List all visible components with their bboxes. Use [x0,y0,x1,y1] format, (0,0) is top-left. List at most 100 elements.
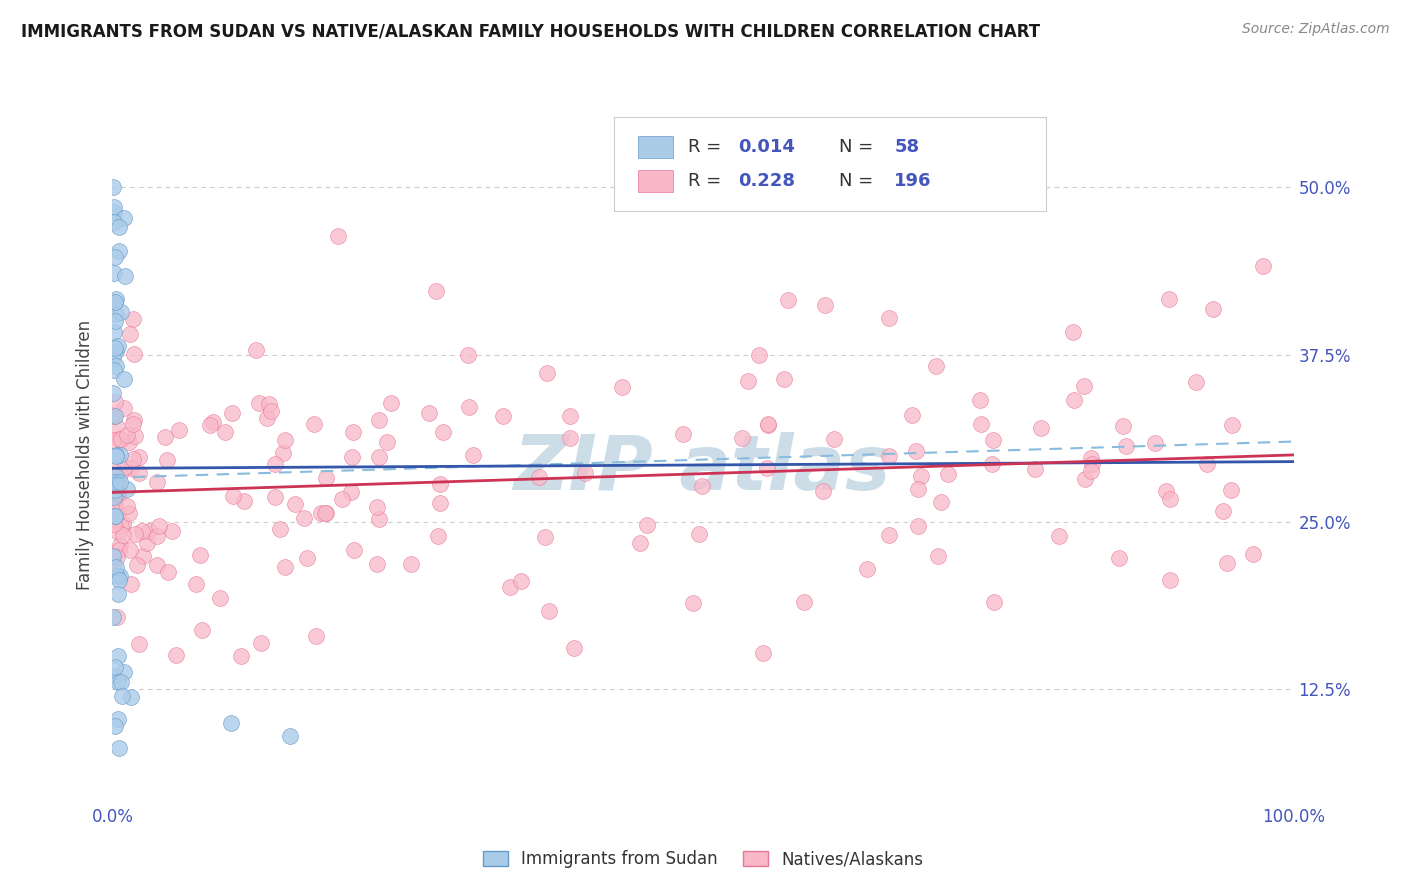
Point [101,433,124,447]
Point [111,689,134,703]
Point [1074,472,1097,486]
Point [108,475,131,489]
Point [103,363,125,377]
Point [969,393,991,408]
Point [1251,259,1274,273]
Point [328,228,350,243]
Point [104,483,127,498]
Point [115,428,138,442]
Point [103,469,125,483]
Point [418,406,440,420]
Point [377,434,399,449]
Point [793,595,815,609]
Text: Source: ZipAtlas.com: Source: ZipAtlas.com [1241,22,1389,37]
Point [108,568,131,582]
Point [104,475,127,489]
Point [104,448,127,462]
Point [107,433,129,447]
Point [368,450,391,464]
Point [1108,550,1130,565]
Point [260,404,283,418]
Point [339,485,361,500]
Point [983,595,1005,609]
Point [1212,504,1234,518]
Point [756,417,779,432]
Point [165,648,187,662]
Point [314,506,336,520]
Point [117,499,139,513]
Point [125,558,148,572]
Point [1156,483,1178,498]
Point [131,524,153,538]
Point [114,460,136,475]
Point [1216,556,1239,570]
Point [752,646,775,660]
Point [186,577,208,591]
Point [748,348,770,362]
Point [980,457,1002,471]
FancyBboxPatch shape [638,136,673,158]
Point [628,536,651,550]
Point [208,591,231,606]
Point [101,461,124,475]
Point [101,351,124,365]
Point [115,482,138,496]
Point [429,496,451,510]
Point [104,449,127,463]
Point [247,396,270,410]
Point [120,543,142,558]
Point [110,675,132,690]
Point [104,509,127,524]
Point [250,636,273,650]
Point [108,538,131,552]
Point [146,475,169,490]
Point [138,524,160,539]
Point [188,549,211,563]
Point [274,559,297,574]
Point [302,417,325,431]
Point [574,467,596,481]
FancyBboxPatch shape [638,169,673,192]
Point [688,527,710,541]
Point [101,408,124,422]
Point [112,665,135,680]
Point [107,549,129,564]
Point [112,372,135,386]
Point [1220,483,1243,497]
Text: 196: 196 [894,172,932,191]
Point [907,519,929,533]
Point [104,359,127,373]
Point [731,431,754,445]
Point [900,408,922,422]
Text: R =: R = [688,172,727,191]
Point [814,298,837,312]
Point [214,425,236,440]
Point [120,577,142,591]
Point [1184,376,1206,390]
Point [1195,457,1218,471]
Point [103,471,125,485]
Point [558,431,581,445]
Legend: Immigrants from Sudan, Natives/Alaskans: Immigrants from Sudan, Natives/Alaskans [477,844,929,875]
Point [101,668,124,682]
Point [1081,457,1104,471]
Point [295,551,318,566]
Point [103,516,125,531]
Point [983,434,1005,448]
Text: IMMIGRANTS FROM SUDAN VS NATIVE/ALASKAN FAMILY HOUSEHOLDS WITH CHILDREN CORRELAT: IMMIGRANTS FROM SUDAN VS NATIVE/ALASKAN … [21,22,1040,40]
Point [1220,417,1243,432]
Point [380,396,402,410]
Point [120,461,142,475]
Point [366,557,388,571]
Point [122,452,145,467]
Point [877,450,900,464]
Point [499,580,522,594]
Point [1115,439,1137,453]
Point [155,430,177,444]
Point [690,479,713,493]
Point [856,562,879,576]
Point [536,366,558,380]
Point [257,397,280,411]
Point [925,359,948,374]
Point [104,294,127,309]
